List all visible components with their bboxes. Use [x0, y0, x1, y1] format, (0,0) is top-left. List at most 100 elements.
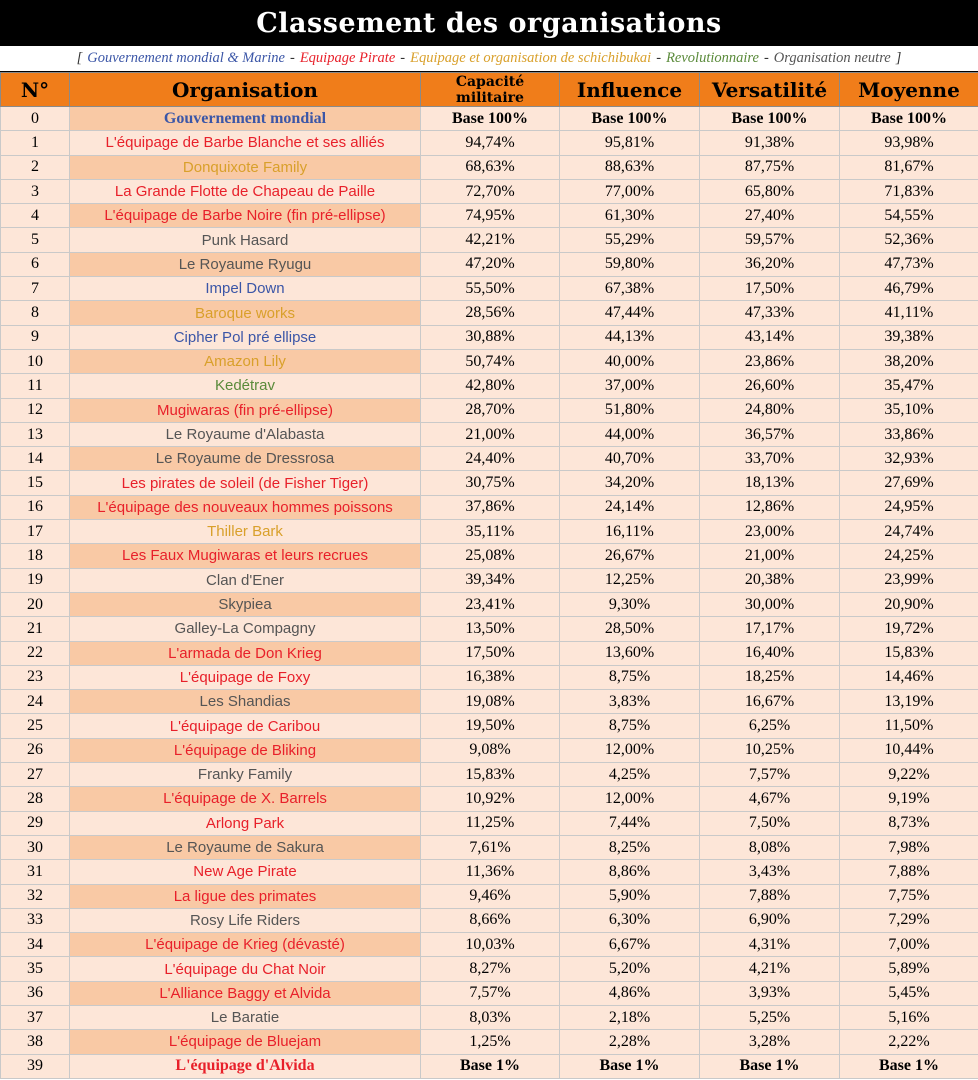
influence-value: 13,60%	[559, 640, 700, 666]
table-row: 32 La ligue des primates 9,46% 5,90% 7,88% 7,…	[0, 883, 978, 909]
row-number: 28	[0, 786, 70, 812]
military-value: 94,74%	[420, 130, 560, 156]
row-number: 14	[0, 446, 70, 472]
average-value: 52,36%	[839, 227, 978, 253]
military-value: 19,50%	[420, 713, 560, 739]
military-value: 8,03%	[420, 1004, 560, 1031]
versatility-value: 12,86%	[699, 494, 840, 521]
organisation-name: L'Alliance Baggy et Alvida	[69, 980, 421, 1006]
influence-value: Base 100%	[559, 105, 700, 132]
organisation-name: New Age Pirate	[69, 859, 421, 885]
versatility-value: 87,75%	[699, 154, 840, 180]
table-row: 36 L'Alliance Baggy et Alvida 7,57% 4,86% 3,…	[0, 980, 978, 1006]
influence-value: 44,00%	[559, 421, 700, 448]
average-value: 24,25%	[839, 543, 978, 569]
row-number: 10	[0, 348, 70, 375]
legend-item: Equipage Pirate	[299, 50, 396, 66]
versatility-value: 91,38%	[699, 130, 840, 156]
influence-value: 4,86%	[559, 980, 700, 1006]
organisation-name: Cipher Pol pré ellipse	[69, 324, 421, 350]
average-value: 35,10%	[839, 397, 978, 423]
influence-value: 51,80%	[559, 397, 700, 423]
average-value: 24,74%	[839, 519, 978, 545]
legend-item: Revolutionnaire	[666, 50, 759, 66]
table-row: 23 L'équipage de Foxy 16,38% 8,75% 18,25% 14,…	[0, 664, 978, 691]
organisation-name: Le Royaume Ryugu	[69, 251, 421, 278]
versatility-value: Base 1%	[699, 1053, 840, 1079]
versatility-value: 36,57%	[699, 421, 840, 448]
table-row: 18 Les Faux Mugiwaras et leurs recrues 25,…	[0, 543, 978, 569]
table-row: 19 Clan d'Ener 39,34% 12,25% 20,38% 23,99%	[0, 567, 978, 593]
military-value: 8,27%	[420, 956, 560, 982]
row-number: 23	[0, 664, 70, 691]
average-value: Base 100%	[839, 105, 978, 132]
military-value: 10,92%	[420, 786, 560, 812]
row-number: 9	[0, 324, 70, 350]
versatility-value: 33,70%	[699, 446, 840, 472]
average-value: 11,50%	[839, 713, 978, 739]
organisation-name: L'équipage de X. Barrels	[69, 786, 421, 812]
average-value: 41,11%	[839, 300, 978, 326]
organisation-name: Amazon Lily	[69, 348, 421, 375]
average-value: 13,19%	[839, 689, 978, 715]
table-row: 31 New Age Pirate 11,36% 8,86% 3,43% 7,88%	[0, 859, 978, 885]
average-value: 8,73%	[839, 810, 978, 836]
row-number: 30	[0, 834, 70, 861]
legend-close: ]	[895, 50, 902, 66]
row-number: 20	[0, 591, 70, 618]
organisation-name: Le Royaume d'Alabasta	[69, 421, 421, 448]
average-value: 24,95%	[839, 494, 978, 521]
table-row: 7 Impel Down 55,50% 67,38% 17,50% 46,79%	[0, 276, 978, 302]
military-value: 39,34%	[420, 567, 560, 593]
versatility-value: 17,17%	[699, 616, 840, 642]
influence-value: 55,29%	[559, 227, 700, 253]
versatility-value: 17,50%	[699, 276, 840, 302]
influence-value: 2,18%	[559, 1004, 700, 1031]
versatility-value: 8,08%	[699, 834, 840, 861]
military-value: 8,66%	[420, 907, 560, 934]
ranking-table: N° Organisation Capacité militaire Influ…	[0, 72, 978, 1079]
organisation-name: Punk Hasard	[69, 227, 421, 253]
row-number: 11	[0, 373, 70, 399]
average-value: 93,98%	[839, 130, 978, 156]
row-number: 34	[0, 932, 70, 958]
organisation-name: Les Shandias	[69, 689, 421, 715]
table-row: 12 Mugiwaras (fin pré-ellipse) 28,70% 51,80…	[0, 397, 978, 423]
versatility-value: 47,33%	[699, 300, 840, 326]
military-value: 9,08%	[420, 737, 560, 764]
row-number: 7	[0, 276, 70, 302]
row-number: 2	[0, 154, 70, 180]
versatility-value: 24,80%	[699, 397, 840, 423]
row-number: 33	[0, 907, 70, 934]
versatility-value: 18,13%	[699, 470, 840, 496]
versatility-value: 4,67%	[699, 786, 840, 812]
table-row: 27 Franky Family 15,83% 4,25% 7,57% 9,22%	[0, 762, 978, 788]
military-value: 72,70%	[420, 178, 560, 205]
header-average: Moyenne	[839, 72, 978, 107]
average-value: 20,90%	[839, 591, 978, 618]
organisation-name: L'équipage de Barbe Blanche et ses allié…	[69, 130, 421, 156]
military-value: Base 1%	[420, 1053, 560, 1079]
table-row: 1 L'équipage de Barbe Blanche et ses alli…	[0, 130, 978, 156]
versatility-value: 59,57%	[699, 227, 840, 253]
military-value: 30,88%	[420, 324, 560, 350]
influence-value: 67,38%	[559, 276, 700, 302]
influence-value: 34,20%	[559, 470, 700, 496]
influence-value: 8,25%	[559, 834, 700, 861]
average-value: 7,75%	[839, 883, 978, 909]
average-value: 7,29%	[839, 907, 978, 934]
table-row: 14 Le Royaume de Dressrosa 24,40% 40,70% 33,…	[0, 446, 978, 472]
table-row: 24 Les Shandias 19,08% 3,83% 16,67% 13,19%	[0, 689, 978, 715]
organisation-name: L'armada de Don Krieg	[69, 640, 421, 666]
organisation-name: Les pirates de soleil (de Fisher Tiger)	[69, 470, 421, 496]
legend-separator: -	[656, 50, 662, 66]
average-value: Base 1%	[839, 1053, 978, 1079]
table-row: 15 Les pirates de soleil (de Fisher Tiger…	[0, 470, 978, 496]
average-value: 47,73%	[839, 251, 978, 278]
military-value: 7,57%	[420, 980, 560, 1006]
versatility-value: 10,25%	[699, 737, 840, 764]
military-value: 23,41%	[420, 591, 560, 618]
influence-value: 4,25%	[559, 762, 700, 788]
influence-value: 28,50%	[559, 616, 700, 642]
versatility-value: 43,14%	[699, 324, 840, 350]
